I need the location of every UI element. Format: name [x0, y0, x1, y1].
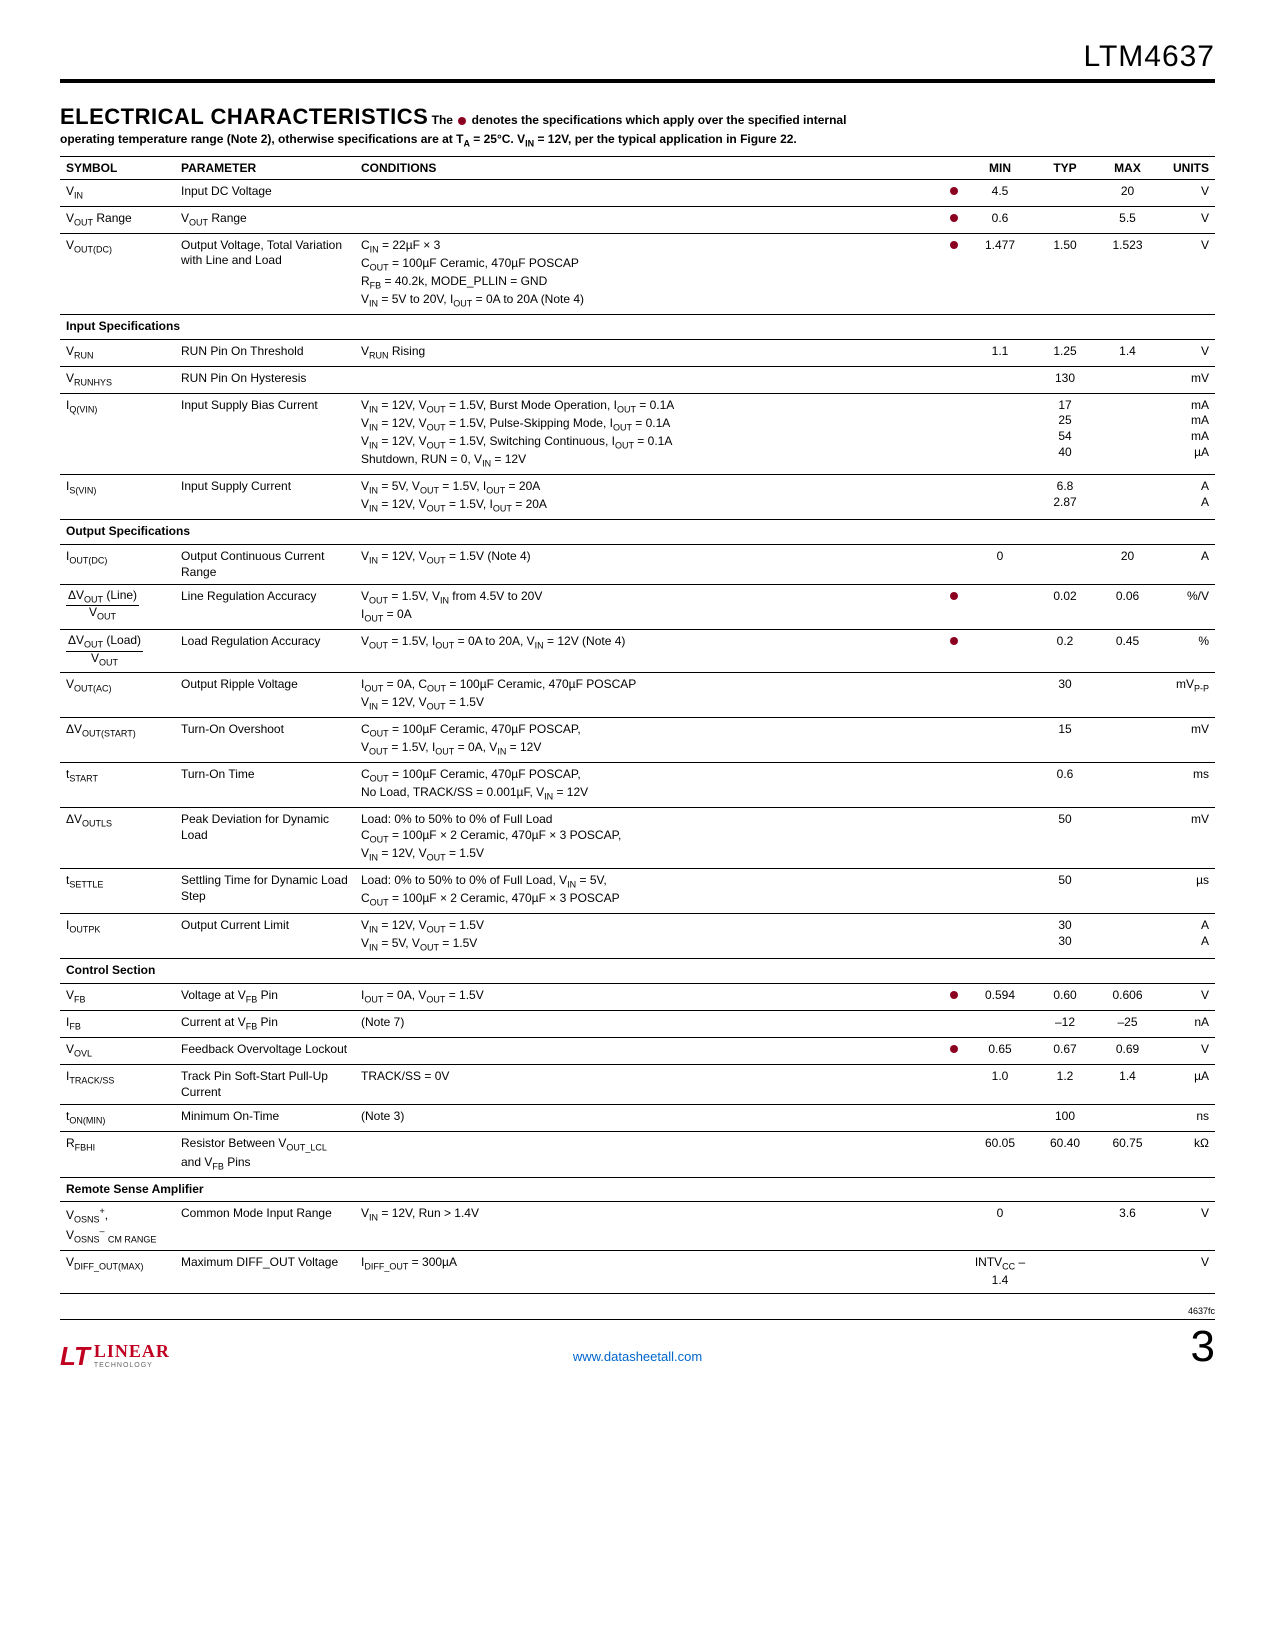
bullet-icon [950, 214, 958, 222]
section-title: ELECTRICAL CHARACTERISTICS [60, 104, 428, 129]
specifications-table: SYMBOL PARAMETER CONDITIONS MIN TYP MAX … [60, 156, 1215, 1294]
table-row: tSTART Turn-On Time COUT = 100µF Ceramic… [60, 763, 1215, 808]
table-row: ΔVOUT (Line)VOUT Line Regulation Accurac… [60, 585, 1215, 630]
header-dot [943, 156, 965, 179]
section-row-remote: Remote Sense Amplifier [60, 1177, 1215, 1202]
header-parameter: PARAMETER [175, 156, 355, 179]
table-row: ΔVOUTLS Peak Deviation for Dynamic Load … [60, 808, 1215, 869]
table-row: ΔVOUT (Load)VOUT Load Regulation Accurac… [60, 630, 1215, 673]
table-row: VOUT(DC) Output Voltage, Total Variation… [60, 233, 1215, 314]
page-footer: 4637fc LT LINEAR TECHNOLOGY www.datashee… [60, 1319, 1215, 1372]
table-row: VRUN RUN Pin On Threshold VRUN Rising 1.… [60, 339, 1215, 366]
table-row: VIN Input DC Voltage 4.5 20 V [60, 179, 1215, 206]
bullet-icon [950, 1045, 958, 1053]
table-header-row: SYMBOL PARAMETER CONDITIONS MIN TYP MAX … [60, 156, 1215, 179]
table-row: VOUT(AC) Output Ripple Voltage IOUT = 0A… [60, 672, 1215, 717]
header-symbol: SYMBOL [60, 156, 175, 179]
header-units: UNITS [1160, 156, 1215, 179]
section-subnote: operating temperature range (Note 2), ot… [60, 132, 1215, 150]
table-row: VOSNS+,VOSNS– CM RANGE Common Mode Input… [60, 1202, 1215, 1251]
header-typ: TYP [1035, 156, 1095, 179]
section-note: The denotes the specifications which app… [432, 113, 847, 127]
company-logo: LT LINEAR TECHNOLOGY [60, 1341, 170, 1372]
bullet-icon [950, 991, 958, 999]
bullet-icon [950, 241, 958, 249]
bullet-icon [950, 637, 958, 645]
table-row: VRUNHYS RUN Pin On Hysteresis 130 mV [60, 366, 1215, 393]
header-min: MIN [965, 156, 1035, 179]
bullet-icon [950, 187, 958, 195]
table-row: IOUT(DC) Output Continuous Current Range… [60, 544, 1215, 584]
logo-main-text: LINEAR [94, 1341, 170, 1361]
table-row: IOUTPK Output Current Limit VIN = 12V, V… [60, 914, 1215, 959]
page-number: 3 [1191, 1322, 1215, 1372]
section-row-control: Control Section [60, 959, 1215, 984]
table-row: IS(VIN) Input Supply Current VIN = 5V, V… [60, 475, 1215, 520]
section-row-output: Output Specifications [60, 520, 1215, 545]
table-row: tON(MIN) Minimum On-Time (Note 3) 100 ns [60, 1105, 1215, 1132]
table-row: VFB Voltage at VFB Pin IOUT = 0A, VOUT =… [60, 983, 1215, 1010]
table-row: IFB Current at VFB Pin (Note 7) –12 –25 … [60, 1011, 1215, 1038]
doc-code: 4637fc [1188, 1306, 1215, 1316]
table-row: ITRACK/SS Track Pin Soft-Start Pull-Up C… [60, 1065, 1215, 1105]
datasheet-link[interactable]: www.datasheetall.com [573, 1349, 702, 1364]
section-header: ELECTRICAL CHARACTERISTICS The denotes t… [60, 103, 1215, 150]
logo-swoosh-icon: LT [60, 1341, 90, 1372]
table-row: ΔVOUT(START) Turn-On Overshoot COUT = 10… [60, 718, 1215, 763]
header-conditions: CONDITIONS [355, 156, 943, 179]
part-number: LTM4637 [60, 40, 1215, 83]
table-row: RFBHI Resistor Between VOUT_LCL and VFB … [60, 1132, 1215, 1177]
header-max: MAX [1095, 156, 1160, 179]
table-row: VOVL Feedback Overvoltage Lockout 0.65 0… [60, 1038, 1215, 1065]
table-row: IQ(VIN) Input Supply Bias Current VIN = … [60, 393, 1215, 474]
table-row: VOUT Range VOUT Range 0.6 5.5 V [60, 206, 1215, 233]
section-row-input: Input Specifications [60, 315, 1215, 340]
logo-sub-text: TECHNOLOGY [94, 1362, 153, 1369]
table-row: VDIFF_OUT(MAX) Maximum DIFF_OUT Voltage … [60, 1251, 1215, 1294]
bullet-icon [950, 592, 958, 600]
bullet-icon [458, 117, 466, 125]
table-row: tSETTLE Settling Time for Dynamic Load S… [60, 869, 1215, 914]
